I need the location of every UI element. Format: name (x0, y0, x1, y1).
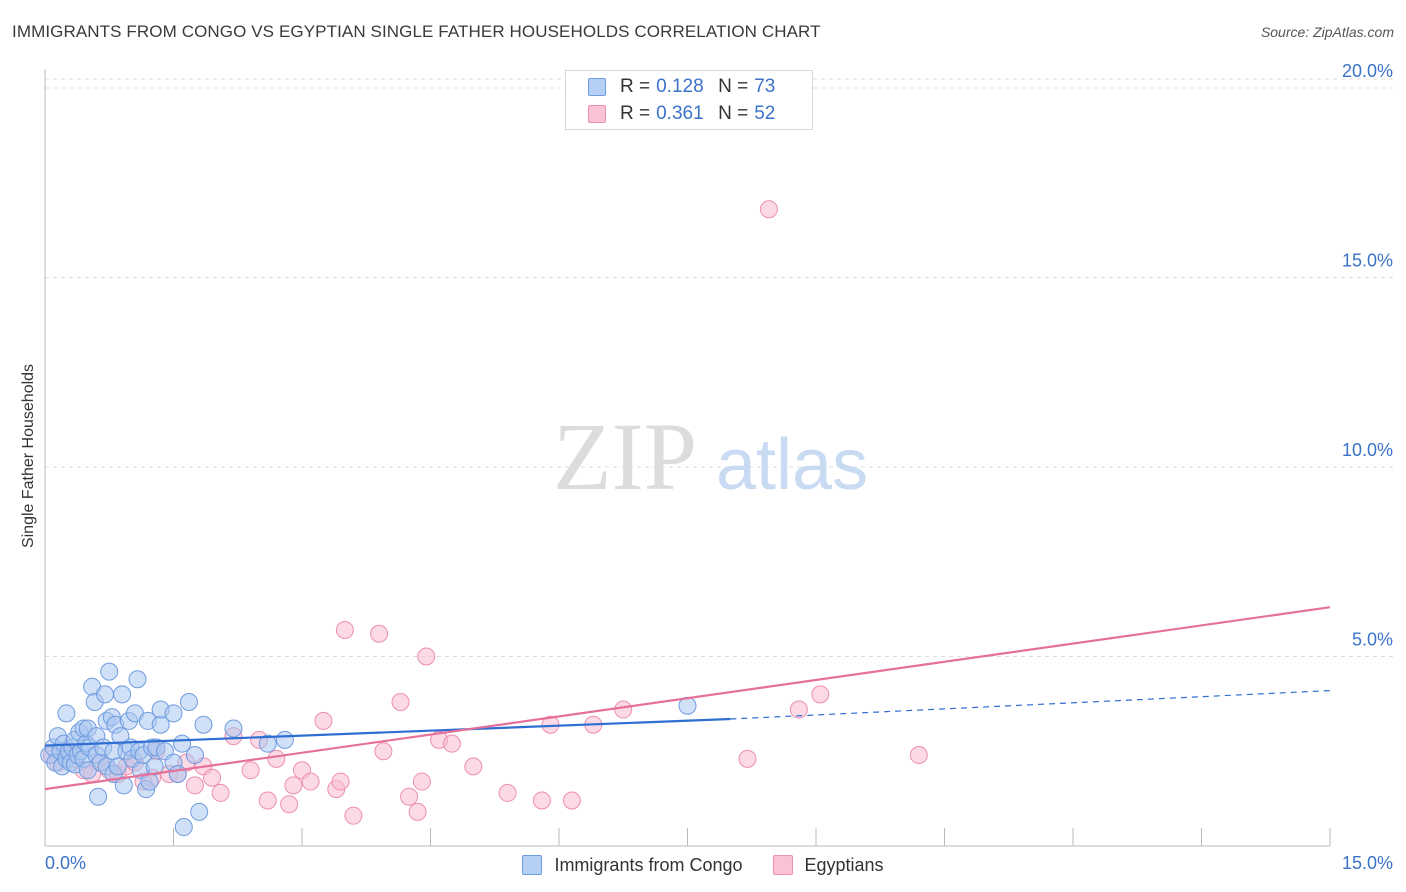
n-value: 52 (754, 103, 776, 124)
tick-labels: 5.0% 10.0% 15.0% 20.0% 0.0% 15.0% (45, 61, 1393, 873)
egyptian-point (442, 734, 461, 753)
egyptian-point (314, 711, 333, 730)
congo-point (113, 685, 132, 704)
congo-point (128, 670, 147, 689)
congo-point (108, 757, 127, 776)
r-label: R = (620, 103, 651, 124)
egyptians-points (42, 200, 928, 825)
legend-swatch-congo (522, 855, 543, 875)
egyptian-point (789, 700, 808, 719)
egyptian-point (400, 787, 419, 806)
congo-point (194, 715, 213, 734)
y-tick-label: 20.0% (1342, 61, 1393, 81)
x-tick-label: 15.0% (1342, 853, 1393, 873)
egyptian-point (417, 647, 436, 666)
egyptian-point (284, 776, 303, 795)
egyptian-point (408, 802, 427, 821)
congo-trend-line-extension (730, 690, 1331, 720)
r-value: 0.361 (656, 103, 704, 124)
egyptian-point (203, 768, 222, 787)
congo-point (224, 719, 243, 738)
stats-row-congo: R = 0.128 N = 73 (588, 75, 775, 99)
series-legend: Immigrants from Congo Egyptians (0, 852, 1406, 878)
stats-legend: R = 0.128 N = 73 R = 0.361 N = 52 (565, 70, 813, 130)
y-tick-label: 15.0% (1342, 250, 1393, 270)
congo-point (258, 734, 277, 753)
congo-points (40, 662, 697, 837)
egyptian-point (562, 791, 581, 810)
egyptian-point (464, 757, 483, 776)
egyptian-point (412, 772, 431, 791)
congo-point (174, 818, 193, 837)
egyptian-point (614, 700, 633, 719)
congo-point (185, 746, 204, 765)
congo-point (100, 662, 119, 681)
egyptian-point (909, 746, 928, 765)
congo-point (168, 764, 187, 783)
egyptian-point (258, 791, 277, 810)
congo-point (95, 685, 114, 704)
legend-item-egyptians[interactable]: Egyptians (772, 854, 884, 876)
egyptian-point (301, 772, 320, 791)
legend-swatch-congo (588, 78, 606, 96)
egyptian-point (391, 692, 410, 711)
n-label: N = (718, 76, 749, 97)
watermark-zip: ZIP (553, 403, 697, 510)
egyptian-trend-line (44, 606, 1331, 791)
egyptian-point (331, 772, 350, 791)
congo-point (164, 704, 183, 723)
congo-point (275, 730, 294, 749)
egyptian-point (374, 742, 393, 761)
gridlines (45, 78, 1395, 657)
egyptian-point (280, 795, 299, 814)
watermark-atlas: atlas (716, 425, 868, 505)
egyptian-point (335, 620, 354, 639)
stats-row-egyptians: R = 0.361 N = 52 (588, 102, 775, 126)
n-value: 73 (754, 76, 776, 97)
egyptian-point (241, 761, 260, 780)
congo-point (89, 787, 108, 806)
y-tick-label: 10.0% (1342, 440, 1393, 460)
legend-swatch-egyptians (772, 855, 793, 875)
congo-trend-line (44, 717, 731, 747)
legend-label-congo: Immigrants from Congo (554, 854, 743, 875)
egyptian-point (759, 200, 778, 219)
congo-point (190, 802, 209, 821)
legend-swatch-egyptians (588, 105, 606, 123)
watermark: ZIP atlas (553, 403, 868, 510)
egyptian-point (370, 624, 389, 643)
egyptian-point (811, 685, 830, 704)
congo-point (114, 776, 133, 795)
congo-point (179, 692, 198, 711)
congo-point (57, 704, 76, 723)
n-label: N = (718, 103, 749, 124)
congo-point (145, 757, 164, 776)
legend-item-congo[interactable]: Immigrants from Congo (522, 854, 743, 876)
egyptian-point (185, 776, 204, 795)
legend-label-egyptians: Egyptians (804, 854, 884, 875)
trend-lines (44, 606, 1331, 791)
egyptian-point (344, 806, 363, 825)
egyptian-point (267, 749, 286, 768)
source-credit: Source: ZipAtlas.com (1260, 24, 1394, 40)
axes (44, 69, 1331, 847)
y-tick-label: 5.0% (1352, 629, 1393, 649)
x-tick-label: 0.0% (45, 853, 86, 873)
egyptian-point (738, 749, 757, 768)
r-value: 0.128 (656, 76, 704, 97)
egyptian-point (532, 791, 551, 810)
egyptian-point (211, 783, 230, 802)
r-label: R = (620, 76, 651, 97)
egyptian-point (498, 783, 517, 802)
chart-title: IMMIGRANTS FROM CONGO VS EGYPTIAN SINGLE… (12, 22, 821, 41)
